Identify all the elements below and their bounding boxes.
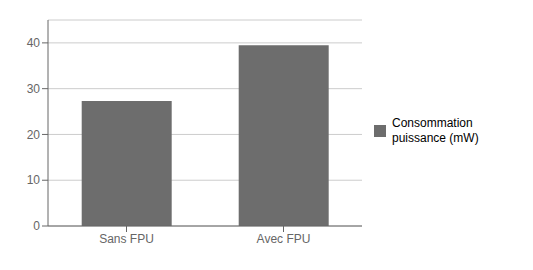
- svg-text:0: 0: [33, 219, 40, 233]
- svg-text:30: 30: [27, 82, 41, 96]
- svg-text:Sans FPU: Sans FPU: [99, 232, 154, 246]
- html-text:Consommation puissance (mW): Consommation puissance (mW): [392, 116, 479, 145]
- svg-text:20: 20: [27, 128, 41, 142]
- svg-text:Avec FPU: Avec FPU: [257, 232, 311, 246]
- svg-text:40: 40: [27, 36, 41, 50]
- svg-text:10: 10: [27, 173, 41, 187]
